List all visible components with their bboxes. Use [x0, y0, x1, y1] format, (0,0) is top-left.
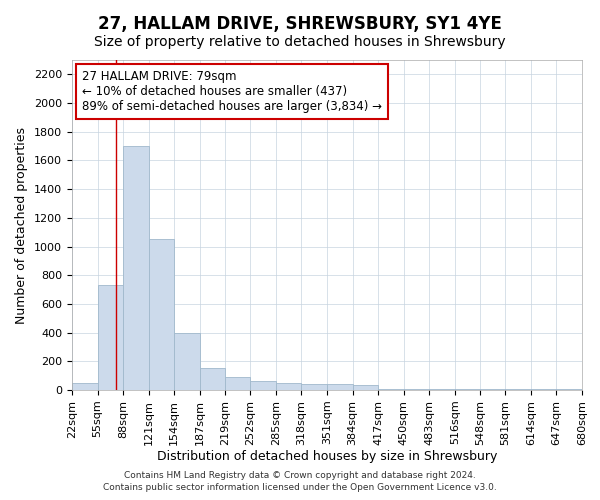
Bar [327, 384, 353, 390]
Bar [72, 383, 98, 390]
Bar [378, 388, 404, 390]
Bar [353, 385, 378, 390]
Bar [224, 377, 250, 390]
Bar [250, 382, 276, 390]
Bar [200, 368, 224, 390]
Text: Size of property relative to detached houses in Shrewsbury: Size of property relative to detached ho… [94, 35, 506, 49]
Bar [175, 332, 200, 390]
Bar [98, 286, 123, 390]
X-axis label: Distribution of detached houses by size in Shrewsbury: Distribution of detached houses by size … [157, 450, 497, 464]
Bar [123, 146, 149, 390]
Text: Contains HM Land Registry data © Crown copyright and database right 2024.
Contai: Contains HM Land Registry data © Crown c… [103, 471, 497, 492]
Bar [301, 384, 327, 390]
Bar [276, 383, 301, 390]
Bar [149, 240, 175, 390]
Y-axis label: Number of detached properties: Number of detached properties [16, 126, 28, 324]
Text: 27, HALLAM DRIVE, SHREWSBURY, SY1 4YE: 27, HALLAM DRIVE, SHREWSBURY, SY1 4YE [98, 15, 502, 33]
Text: 27 HALLAM DRIVE: 79sqm
← 10% of detached houses are smaller (437)
89% of semi-de: 27 HALLAM DRIVE: 79sqm ← 10% of detached… [82, 70, 382, 113]
